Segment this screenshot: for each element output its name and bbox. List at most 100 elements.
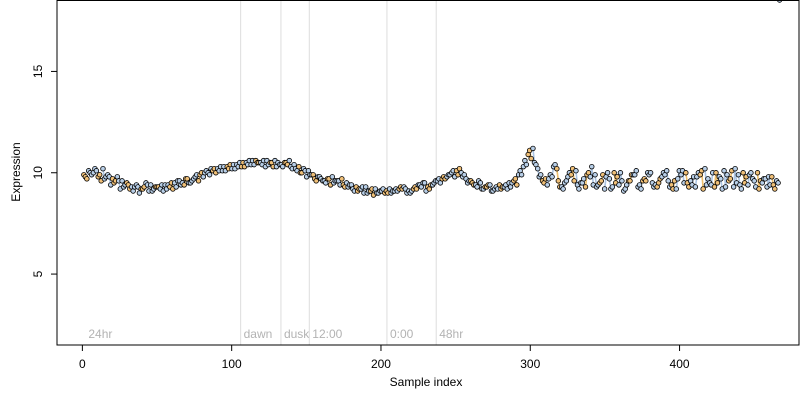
data-point	[477, 180, 484, 186]
time-marker-label: dawn	[244, 327, 273, 341]
data-point	[721, 168, 727, 174]
data-point	[722, 184, 729, 190]
y-tick-label: 15	[31, 64, 45, 78]
x-tick-label: 0	[79, 357, 86, 371]
data-point	[627, 178, 633, 184]
y-tick-label: 5	[31, 270, 45, 277]
data-point	[554, 165, 560, 172]
data-point	[700, 186, 706, 192]
data-point	[84, 176, 90, 182]
data-point	[702, 165, 708, 172]
data-point	[518, 172, 525, 178]
data-point	[619, 178, 625, 184]
data-point	[363, 184, 369, 190]
data-point	[617, 170, 624, 176]
replicate-link	[556, 168, 561, 188]
data-point	[665, 178, 671, 184]
data-point	[604, 170, 611, 176]
time-marker-label: 48hr	[439, 327, 463, 341]
data-point	[538, 172, 544, 178]
time-marker-label: 24hr	[88, 327, 112, 341]
data-point	[775, 180, 781, 186]
x-tick-label: 200	[371, 357, 391, 371]
data-point	[93, 168, 100, 174]
data-point	[609, 184, 616, 190]
data-point	[119, 178, 125, 184]
data-point	[528, 155, 534, 162]
data-point	[756, 186, 762, 192]
y-axis: 5 10 15	[31, 64, 58, 277]
data-point	[286, 157, 293, 164]
data-point	[148, 182, 154, 188]
data-point	[711, 184, 718, 190]
data-point	[195, 178, 202, 184]
data-point	[339, 176, 345, 182]
data-point	[598, 178, 605, 184]
x-tick-label: 400	[670, 357, 690, 371]
data-point	[730, 184, 737, 190]
data-point	[664, 168, 670, 174]
data-point	[206, 172, 213, 178]
data-point	[748, 170, 754, 176]
data-point	[675, 176, 681, 182]
data-point	[581, 176, 587, 182]
data-point	[589, 163, 595, 170]
data-point	[614, 174, 620, 180]
data-point	[714, 180, 721, 186]
data-point	[523, 161, 530, 168]
data-point	[740, 170, 746, 176]
data-point	[647, 170, 654, 176]
x-tick-label: 100	[222, 357, 242, 371]
data-point	[772, 186, 778, 192]
data-point	[474, 184, 480, 190]
time-markers: 24hr dawn dusk 12:00 0:00 48hr	[88, 0, 463, 345]
data-point	[582, 184, 589, 190]
data-point	[713, 170, 719, 176]
data-point	[673, 186, 679, 192]
data-point	[512, 176, 519, 182]
data-point	[96, 172, 103, 178]
time-marker-label: dusk	[284, 327, 310, 341]
data-point	[745, 182, 751, 188]
x-axis-label: Sample index	[390, 375, 463, 389]
data-point	[535, 165, 541, 172]
data-point	[643, 178, 649, 184]
data-point	[718, 176, 724, 182]
data-point	[568, 172, 574, 178]
data-point	[544, 182, 550, 188]
data-point	[754, 170, 761, 176]
data-point	[560, 186, 566, 192]
time-marker-label: 12:00	[312, 327, 342, 341]
data-point	[421, 180, 428, 186]
data-point	[683, 170, 689, 176]
data-point	[611, 170, 617, 176]
data-point	[173, 184, 179, 190]
y-axis-label: Expression	[9, 142, 23, 201]
data-point	[732, 165, 738, 172]
data-point	[530, 145, 536, 152]
data-point	[487, 182, 493, 188]
data-point	[692, 184, 699, 190]
data-point	[606, 176, 613, 182]
data-point	[571, 178, 577, 184]
data-point	[601, 186, 608, 192]
data-point	[514, 182, 520, 188]
data-point	[769, 174, 775, 180]
data-point	[587, 174, 593, 180]
data-point	[296, 163, 302, 170]
data-point	[576, 186, 582, 192]
data-point	[592, 172, 598, 178]
data-point	[616, 182, 622, 188]
data-point	[751, 178, 757, 184]
data-point	[549, 174, 555, 180]
data-point	[727, 176, 734, 182]
data-point	[329, 174, 336, 180]
y-tick-label: 10	[31, 166, 45, 180]
data-point	[633, 168, 639, 174]
data-point	[724, 172, 730, 178]
data-point	[573, 168, 579, 174]
data-point	[181, 182, 187, 188]
data-point	[738, 186, 745, 192]
x-axis: 0 100 200 300 400	[79, 344, 690, 371]
